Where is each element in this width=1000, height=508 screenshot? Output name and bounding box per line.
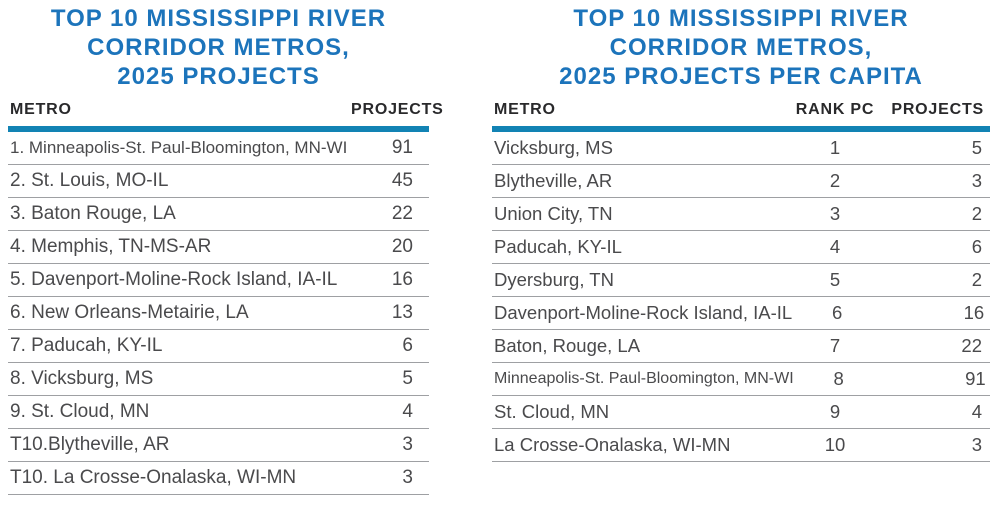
metro-cell: T10. La Crosse-Onalaska, WI-MN [10, 467, 297, 488]
rank-pc-cell: 8 [833, 368, 844, 389]
projects-cell: 22 [961, 335, 982, 356]
metro-cell: 6. New Orleans-Metairie, LA [10, 302, 249, 323]
metro-cell: 9. St. Cloud, MN [10, 401, 150, 422]
rank-pc-cell: 3 [829, 203, 841, 224]
title-line: CORRIDOR METROS, [609, 34, 873, 61]
header-divider-bar [492, 126, 990, 132]
projects-cell: 6 [971, 236, 982, 257]
projects-cell: 3 [402, 467, 413, 488]
table-row: 5. Davenport-Moline-Rock Island, IA-IL 1… [8, 264, 429, 297]
table-title-projects: TOP 10 MISSISSIPPI RIVER CORRIDOR METROS… [8, 4, 429, 91]
rank-pc-cell: 10 [824, 434, 846, 455]
table-row: 9. St. Cloud, MN 4 [8, 396, 429, 429]
rank-pc-cell: 2 [829, 170, 841, 191]
metro-cell: 3. Baton Rouge, LA [10, 203, 176, 224]
metro-cell: Paducah, KY-IL [494, 236, 622, 257]
table-row: 4. Memphis, TN-MS-AR 20 [8, 231, 429, 264]
table-row: Paducah, KY-IL 4 6 [492, 231, 990, 264]
metro-cell: 4. Memphis, TN-MS-AR [10, 236, 212, 257]
rank-pc-cell: 9 [829, 401, 841, 422]
projects-cell: 3 [402, 434, 413, 455]
column-header-projects: PROJECTS [891, 101, 984, 118]
projects-cell: 22 [391, 203, 413, 224]
table-row: 2. St. Louis, MO-IL 45 [8, 165, 429, 198]
projects-cell: 5 [971, 137, 982, 158]
table-row: 3. Baton Rouge, LA 22 [8, 198, 429, 231]
metro-cell: 8. Vicksburg, MS [10, 368, 154, 389]
table-row: Blytheville, AR 2 3 [492, 165, 990, 198]
metro-cell: Baton, Rouge, LA [494, 335, 641, 356]
projects-cell: 13 [391, 302, 413, 323]
projects-cell: 3 [971, 434, 982, 455]
metro-cell: 5. Davenport-Moline-Rock Island, IA-IL [10, 269, 338, 290]
table-row: Davenport-Moline-Rock Island, IA-IL 6 16 [492, 297, 990, 330]
column-header-metro: METRO [10, 101, 72, 118]
projects-cell: 2 [971, 203, 982, 224]
title-line: CORRIDOR METROS, [87, 34, 350, 61]
table-row: Vicksburg, MS 1 5 [492, 132, 990, 165]
column-header-rank-pc: RANK PC [795, 101, 875, 118]
table-row: 7. Paducah, KY-IL 6 [8, 330, 429, 363]
projects-cell: 3 [971, 170, 982, 191]
table-row: Minneapolis-St. Paul-Bloomington, MN-WI … [492, 363, 990, 396]
metro-cell: Blytheville, AR [494, 170, 613, 191]
column-header-metro: METRO [494, 101, 556, 118]
title-line: TOP 10 MISSISSIPPI RIVER [50, 5, 387, 32]
projects-cell: 4 [971, 401, 982, 422]
table-row: St. Cloud, MN 9 4 [492, 396, 990, 429]
metro-cell: Vicksburg, MS [494, 137, 613, 158]
table-row: 6. New Orleans-Metairie, LA 13 [8, 297, 429, 330]
table-row: La Crosse-Onalaska, WI-MN 10 3 [492, 429, 990, 462]
table-title-per-capita: TOP 10 MISSISSIPPI RIVER CORRIDOR METROS… [492, 4, 990, 91]
rank-pc-cell: 1 [829, 137, 841, 158]
table-row: Baton, Rouge, LA 7 22 [492, 330, 990, 363]
metro-cell: Union City, TN [494, 203, 613, 224]
metro-cell: T10.Blytheville, AR [10, 434, 170, 455]
table-row: Dyersburg, TN 5 2 [492, 264, 990, 297]
table-row: Union City, TN 3 2 [492, 198, 990, 231]
table-row: 1. Minneapolis-St. Paul-Bloomington, MN-… [8, 132, 429, 165]
title-line: 2025 PROJECTS PER CAPITA [559, 63, 923, 90]
table-row: T10.Blytheville, AR 3 [8, 429, 429, 462]
rank-pc-cell: 4 [829, 236, 841, 257]
projects-cell: 91 [965, 368, 986, 389]
projects-cell: 4 [402, 401, 413, 422]
projects-table-panel: TOP 10 MISSISSIPPI RIVER CORRIDOR METROS… [8, 0, 444, 495]
rank-pc-cell: 5 [829, 269, 841, 290]
metro-cell: 7. Paducah, KY-IL [10, 335, 163, 356]
metro-cell: Minneapolis-St. Paul-Bloomington, MN-WI [494, 370, 794, 387]
metro-cell: 2. St. Louis, MO-IL [10, 170, 169, 191]
table-row: T10. La Crosse-Onalaska, WI-MN 3 [8, 462, 429, 495]
metro-cell: Dyersburg, TN [494, 269, 614, 290]
table-header-row: METRO RANK PC PROJECTS [492, 101, 990, 126]
projects-cell: 16 [963, 302, 985, 323]
column-header-projects: PROJECTS [351, 101, 444, 118]
title-line: TOP 10 MISSISSIPPI RIVER [573, 5, 909, 32]
projects-cell: 91 [391, 137, 413, 158]
metro-cell: La Crosse-Onalaska, WI-MN [494, 434, 731, 455]
projects-cell: 6 [402, 335, 413, 356]
table-header-row: METRO PROJECTS [8, 101, 444, 126]
table-row: 8. Vicksburg, MS 5 [8, 363, 429, 396]
projects-cell: 20 [391, 236, 413, 257]
per-capita-table-panel: TOP 10 MISSISSIPPI RIVER CORRIDOR METROS… [492, 0, 990, 462]
projects-cell: 2 [971, 269, 982, 290]
projects-cell: 16 [391, 269, 413, 290]
title-line: 2025 PROJECTS [117, 63, 320, 90]
rank-pc-cell: 6 [832, 302, 843, 323]
header-divider-bar [8, 126, 429, 132]
metro-cell: 1. Minneapolis-St. Paul-Bloomington, MN-… [10, 138, 348, 157]
projects-cell: 5 [402, 368, 413, 389]
projects-cell: 45 [391, 170, 413, 191]
metro-cell: Davenport-Moline-Rock Island, IA-IL [494, 302, 793, 323]
metro-cell: St. Cloud, MN [494, 401, 610, 422]
rank-pc-cell: 7 [829, 335, 841, 356]
